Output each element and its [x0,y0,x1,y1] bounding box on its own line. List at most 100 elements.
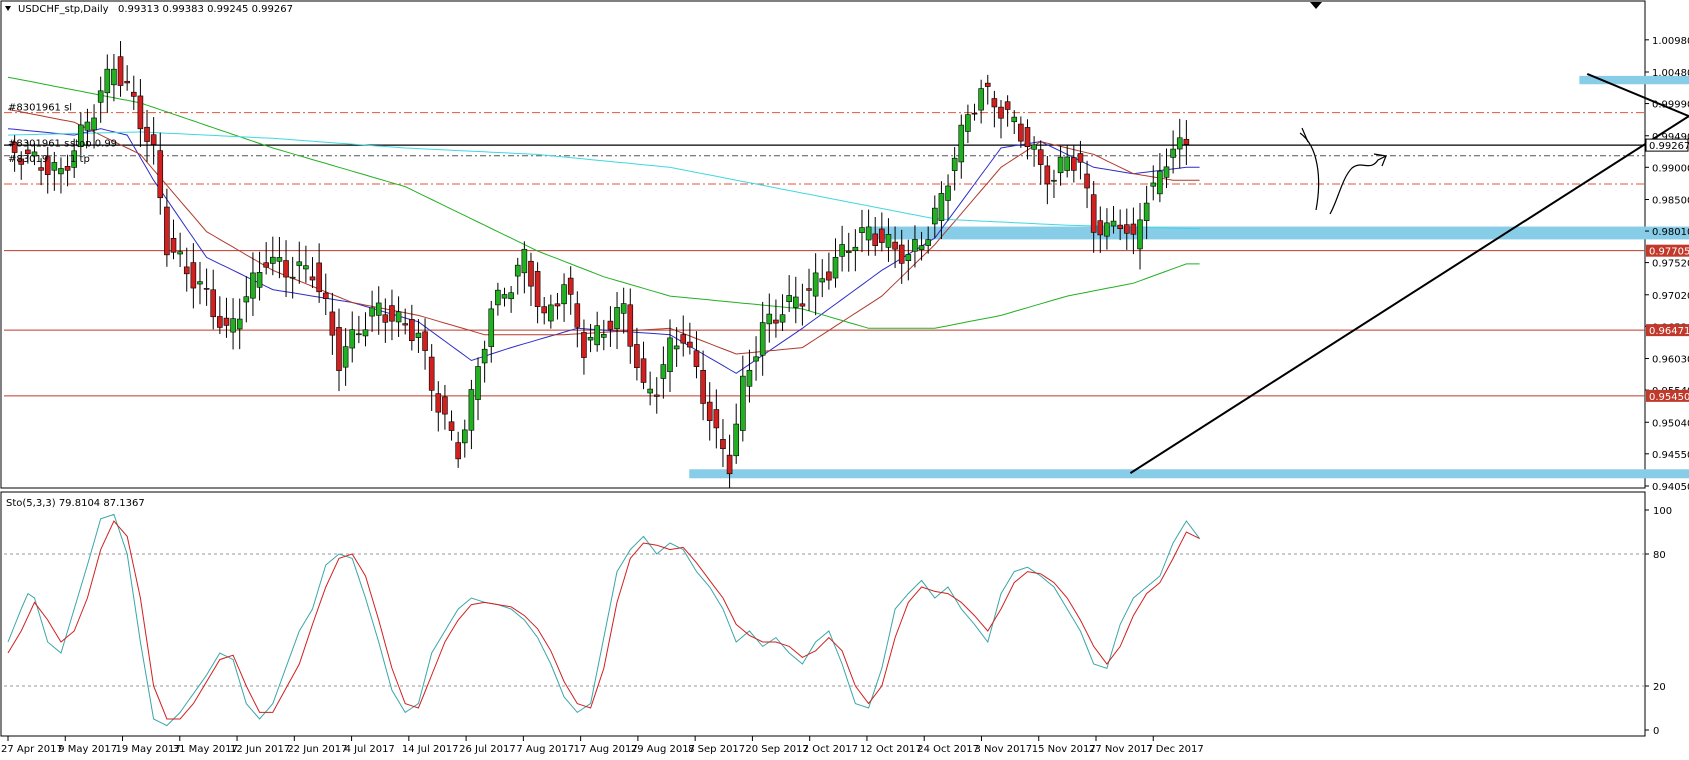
ma-line [7,131,1200,229]
candle [753,336,759,381]
candle [1143,185,1150,240]
level-price-tags: 0.97705 0.96471 0.95450 [1646,244,1689,403]
candle [1011,110,1018,135]
candle-down [898,244,905,264]
candle [766,293,773,343]
candle [1163,148,1170,189]
price-tick-label: 0.94050 [1652,482,1689,493]
sto-line-main [7,513,1200,727]
candle [217,296,223,334]
candle [1037,140,1044,185]
candle [243,276,250,323]
candle [1110,205,1117,234]
candle-down [693,350,700,367]
candle [746,349,753,403]
candle-up [51,162,58,171]
candle-down [713,409,720,429]
candle-down [442,396,448,415]
candle-up [514,264,521,277]
candle-up [415,332,422,338]
candle-down [422,331,428,351]
candle [799,283,806,326]
candle-up [1170,148,1176,158]
candle-up [97,90,104,103]
candle-up [561,284,567,305]
order-label: #83019 [8,154,48,165]
candle [71,138,77,178]
candle-up [1176,137,1183,150]
sto-tick-label: 80 [1653,550,1666,561]
candle [792,276,799,324]
candle [660,346,667,399]
candle [667,319,673,393]
candle [1170,130,1176,174]
candle [614,291,620,350]
collapse-arrow-icon[interactable] [5,6,11,11]
candle-up [78,124,84,148]
candle [190,243,197,309]
candle-down [1004,101,1011,110]
candle-up [461,429,468,444]
candle [183,247,190,292]
candle-down [726,454,733,475]
trendline-1 [1586,73,1689,118]
candle [1064,145,1070,178]
candle-up [951,157,958,171]
candle-up [647,388,653,394]
candle [640,341,647,390]
candle-up [1011,116,1018,123]
candle-down [1037,149,1044,165]
candle [508,285,514,313]
candle [316,243,322,303]
stochastic-lines [7,513,1200,727]
candle [256,251,263,301]
candle-down [627,304,634,347]
candle [91,104,97,149]
candle-up [753,356,759,362]
candle [534,262,541,324]
candle-up [111,68,117,86]
candle-up [197,281,203,285]
candle-up [746,369,753,387]
candle-up [395,311,402,323]
candle [455,431,461,468]
candle-down [428,356,435,391]
chart-title: USDCHF_stp,Daily [18,4,109,15]
candle [514,257,521,295]
candle [879,212,885,252]
order-label: #8301961 sl [8,103,72,114]
candle [415,319,422,353]
candle [600,319,607,351]
candle [481,340,488,383]
candle [720,419,726,468]
candle-up [250,272,256,299]
date-tick-label: 15 Nov 2017 [1032,744,1096,755]
ohlc-header: 0.99313 0.99383 0.99245 0.99267 [118,4,293,15]
date-tick-label: 24 Oct 2017 [917,744,979,755]
candle [58,157,64,194]
candle [289,256,296,299]
candle-up [508,292,514,300]
candle [1051,169,1057,198]
candle-down [1044,165,1051,185]
candle [548,294,554,329]
candle-up [945,185,951,201]
candle [859,209,865,253]
candle-up [965,114,971,132]
candle-down [11,141,18,153]
candle [740,355,746,442]
candle [687,322,693,355]
candle [1183,120,1190,165]
candle-up [104,68,111,94]
candle [369,290,375,332]
candle-down [1117,224,1123,229]
candle-up [236,318,243,330]
candle-down [1018,123,1024,142]
candle [250,252,256,317]
date-tick-label: 14 Jul 2017 [402,744,459,755]
candle-down [567,277,574,295]
candle-up [276,257,283,262]
